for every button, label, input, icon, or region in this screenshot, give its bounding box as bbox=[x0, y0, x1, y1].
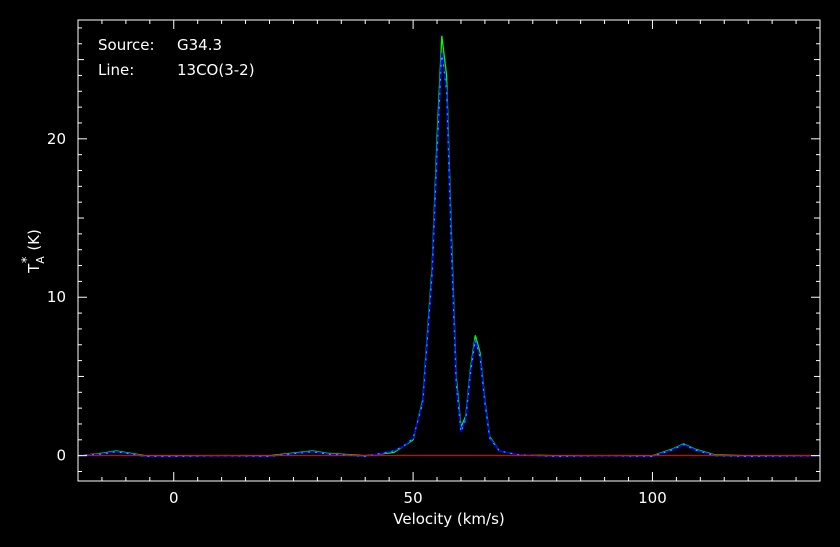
line-annotation-label: Line: bbox=[98, 61, 135, 79]
y-axis-label-main: T bbox=[25, 263, 43, 274]
line-annotation-value: 13CO(3-2) bbox=[177, 61, 255, 79]
source-annotation-label: Source: bbox=[98, 36, 155, 54]
y-tick-label: 0 bbox=[56, 447, 66, 465]
x-axis-label: Velocity (km/s) bbox=[393, 510, 504, 528]
y-axis-label: TA* (K) bbox=[20, 229, 47, 274]
y-axis-label-sub: A bbox=[34, 256, 47, 264]
x-tick-label: 0 bbox=[169, 489, 179, 507]
ticks-layer: 0 50 100 0 10 20 bbox=[47, 20, 821, 507]
y-tick-label: 20 bbox=[47, 130, 66, 148]
svg-text:TA*(K): TA* (K) bbox=[20, 229, 47, 274]
plot-frame bbox=[77, 19, 821, 482]
x-tick-label: 50 bbox=[404, 489, 423, 507]
source-annotation-value: G34.3 bbox=[177, 36, 223, 54]
y-axis-label-sup: * bbox=[20, 256, 35, 263]
x-tick-label: 100 bbox=[638, 489, 667, 507]
y-axis-label-unit: (K) bbox=[25, 229, 43, 251]
y-tick-label: 10 bbox=[47, 288, 66, 306]
